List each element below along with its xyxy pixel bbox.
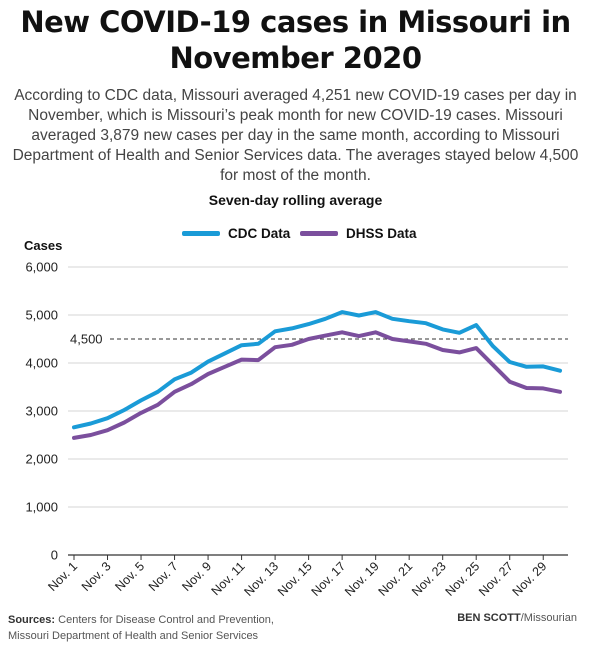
series-line-cdc — [72, 310, 562, 430]
y-tick-label-3000: 3,000 — [25, 404, 58, 419]
reference-line-label: 4,500 — [70, 332, 103, 347]
y-tick-label-1000: 1,000 — [25, 500, 58, 515]
x-tick-label-19: Nov. 19 — [342, 559, 382, 599]
x-tick-label-1: Nov. 1 — [45, 559, 80, 594]
credit-name: BEN SCOTT — [457, 612, 521, 624]
chart-title: Seven-day rolling average — [208, 192, 383, 208]
x-tick-label-17: Nov. 17 — [309, 559, 349, 599]
legend-item-cdc: CDC Data — [182, 226, 290, 241]
x-tick-label-3: Nov. 3 — [79, 559, 114, 594]
x-tick-label-15: Nov. 15 — [275, 559, 315, 599]
y-axis-label: Cases — [24, 238, 63, 253]
sources-line-2: Missouri Department of Health and Senior… — [8, 630, 259, 642]
legend-swatch-dhss — [300, 231, 338, 236]
credit-org: /Missourian — [520, 612, 577, 624]
x-tick-label-7: Nov. 7 — [146, 559, 181, 594]
x-tick-label-5: Nov. 5 — [112, 559, 147, 594]
x-tick-label-13: Nov. 13 — [242, 559, 282, 599]
x-tick-label-27: Nov. 27 — [476, 559, 516, 599]
y-tick-label-2000: 2,000 — [25, 452, 58, 467]
chart-legend: CDC Data DHSS Data — [0, 226, 591, 246]
sources-line-1: Centers for Disease Control and Preventi… — [58, 614, 274, 626]
title-line-1: New COVID-19 cases in Missouri in — [20, 5, 571, 39]
x-tick-label-21: Nov. 21 — [376, 559, 416, 599]
y-tick-label-4000: 4,000 — [25, 356, 58, 371]
page-title: New COVID-19 cases in Missouri in Novemb… — [0, 4, 591, 76]
legend-label-cdc: CDC Data — [228, 226, 291, 241]
y-tick-label-6000: 6,000 — [25, 260, 58, 275]
series-line-dhss — [72, 330, 562, 440]
x-tick-label-25: Nov. 25 — [443, 559, 483, 599]
sources-note: Sources: Centers for Disease Control and… — [8, 612, 274, 644]
legend-label-dhss: DHSS Data — [346, 226, 417, 241]
sources-label: Sources: — [8, 614, 56, 626]
x-tick-label-11: Nov. 11 — [209, 559, 248, 598]
legend-item-dhss: DHSS Data — [300, 226, 417, 241]
legend-swatch-cdc — [182, 231, 220, 236]
x-tick-label-29: Nov. 29 — [510, 559, 550, 599]
x-tick-label-23: Nov. 23 — [409, 559, 449, 599]
y-tick-label-0: 0 — [51, 548, 58, 563]
y-tick-label-5000: 5,000 — [25, 308, 58, 323]
credit: BEN SCOTT/Missourian — [457, 612, 577, 624]
title-line-2: November 2020 — [169, 41, 422, 75]
description: According to CDC data, Missouri averaged… — [12, 87, 579, 184]
